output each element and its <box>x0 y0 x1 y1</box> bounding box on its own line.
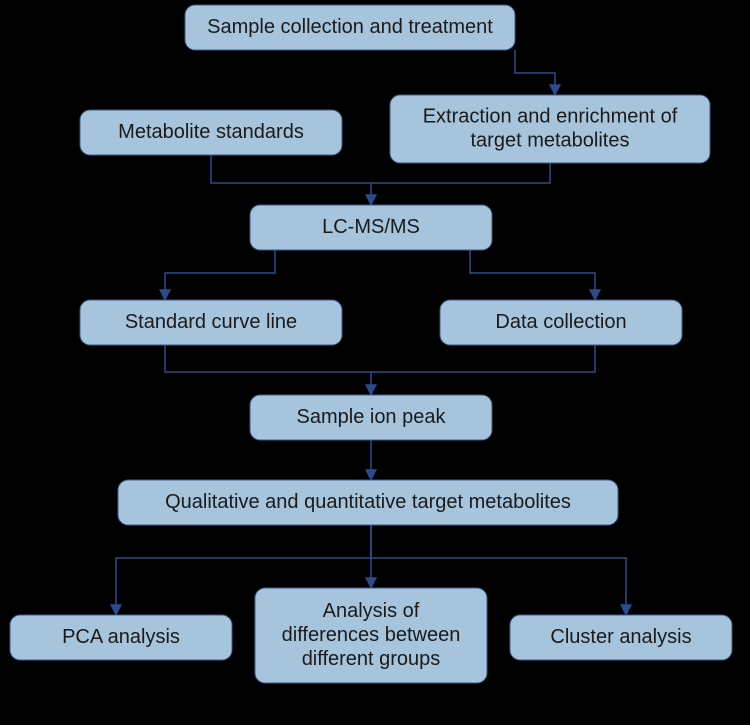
flowchart-canvas: Sample collection and treatment Metabolit… <box>0 0 750 725</box>
flow-node: Qualitative and quantitative target meta… <box>118 480 618 525</box>
flow-node: LC-MS/MS <box>250 205 492 250</box>
flow-node-label: PCA analysis <box>62 626 180 648</box>
flow-edge <box>165 250 275 300</box>
flow-edge <box>211 155 371 205</box>
flow-node: Sample collection and treatment <box>185 5 515 50</box>
flow-node-label: Qualitative and quantitative target meta… <box>165 491 571 513</box>
flow-node: Cluster analysis <box>510 615 732 660</box>
flow-edge <box>515 50 555 95</box>
flow-node: Sample ion peak <box>250 395 492 440</box>
flow-node-label: LC-MS/MS <box>322 216 420 238</box>
flow-node: Standard curve line <box>80 300 342 345</box>
flow-node-label: Data collection <box>495 311 626 333</box>
flow-node: PCA analysis <box>10 615 232 660</box>
flow-node-label: differences between <box>282 624 461 646</box>
flow-node-label: Metabolite standards <box>118 121 304 143</box>
flow-edge <box>470 250 595 300</box>
flow-node: Metabolite standards <box>80 110 342 155</box>
flow-node: Extraction and enrichment oftarget metab… <box>390 95 710 163</box>
flow-edge <box>371 163 550 183</box>
flow-node-label: Cluster analysis <box>550 626 691 648</box>
flow-edge <box>371 345 595 372</box>
flow-node-label: Standard curve line <box>125 311 297 333</box>
flow-edge <box>165 345 371 395</box>
flow-node-label: Analysis of <box>323 600 420 622</box>
flow-node-label: Sample ion peak <box>297 406 447 428</box>
flow-node-label: Extraction and enrichment of <box>423 105 678 127</box>
flow-node-label: target metabolites <box>471 129 630 151</box>
flow-node-label: different groups <box>302 648 441 670</box>
flow-node: Data collection <box>440 300 682 345</box>
flow-node-label: Sample collection and treatment <box>207 16 493 38</box>
flow-node: Analysis ofdifferences betweendifferent … <box>255 588 487 683</box>
